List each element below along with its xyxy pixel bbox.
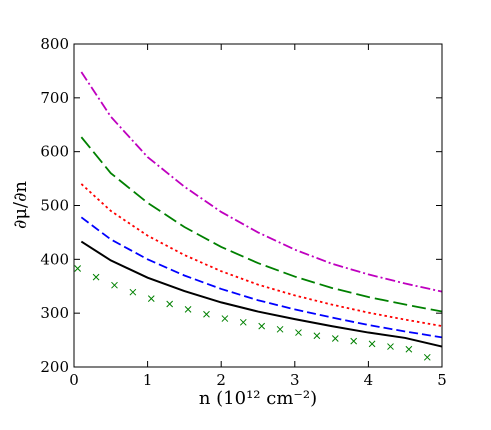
data-point-marker xyxy=(147,295,155,302)
data-point-marker xyxy=(92,273,100,281)
y-axis-label: ∂μ/∂n xyxy=(10,181,31,229)
x-tick-label: 1 xyxy=(143,371,153,389)
x-tick-label: 4 xyxy=(364,371,374,389)
data-point-marker xyxy=(368,340,376,348)
series-line-dashdot xyxy=(80,71,443,293)
data-point-marker xyxy=(313,332,321,340)
y-tick-label: 300 xyxy=(40,304,69,322)
tick-labels-layer: 0 1 2 3 4 5 200 300 400 500 600 700 800 xyxy=(40,35,446,389)
data-point-marker xyxy=(166,300,174,308)
series-line-longdash xyxy=(80,136,443,313)
plot-frame xyxy=(73,43,443,368)
x-tick-label: 5 xyxy=(437,371,447,389)
data-point-marker xyxy=(203,310,210,318)
series-layer xyxy=(74,71,443,361)
y-tick-label: 600 xyxy=(40,143,69,161)
data-point-marker xyxy=(239,318,247,326)
data-point-marker xyxy=(129,288,137,296)
y-tick-label: 500 xyxy=(40,197,69,215)
series-line-dashed xyxy=(80,216,443,339)
data-point-marker xyxy=(184,306,192,313)
data-point-marker xyxy=(423,353,431,361)
data-point-marker xyxy=(258,322,266,330)
ticks-layer xyxy=(73,43,443,368)
data-point-marker xyxy=(405,345,413,353)
y-tick-label: 800 xyxy=(40,35,69,53)
x-tick-label: 3 xyxy=(290,371,300,389)
data-point-marker xyxy=(350,337,358,345)
y-tick-label: 200 xyxy=(40,358,69,376)
y-tick-label: 700 xyxy=(40,89,69,107)
data-point-marker xyxy=(221,315,229,322)
data-point-marker xyxy=(74,265,82,272)
series-markers xyxy=(74,265,431,361)
series-line-solid xyxy=(80,240,443,348)
data-point-marker xyxy=(111,281,118,289)
data-point-marker xyxy=(276,325,284,333)
data-point-marker xyxy=(387,343,394,350)
y-tick-label: 400 xyxy=(40,250,69,268)
series-line-dotted xyxy=(80,183,443,327)
x-tick-label: 0 xyxy=(69,371,79,389)
x-axis-label: n (10¹² cm⁻²) xyxy=(199,388,317,409)
x-tick-label: 2 xyxy=(216,371,226,389)
data-point-marker xyxy=(331,335,339,342)
data-point-marker xyxy=(295,329,302,336)
